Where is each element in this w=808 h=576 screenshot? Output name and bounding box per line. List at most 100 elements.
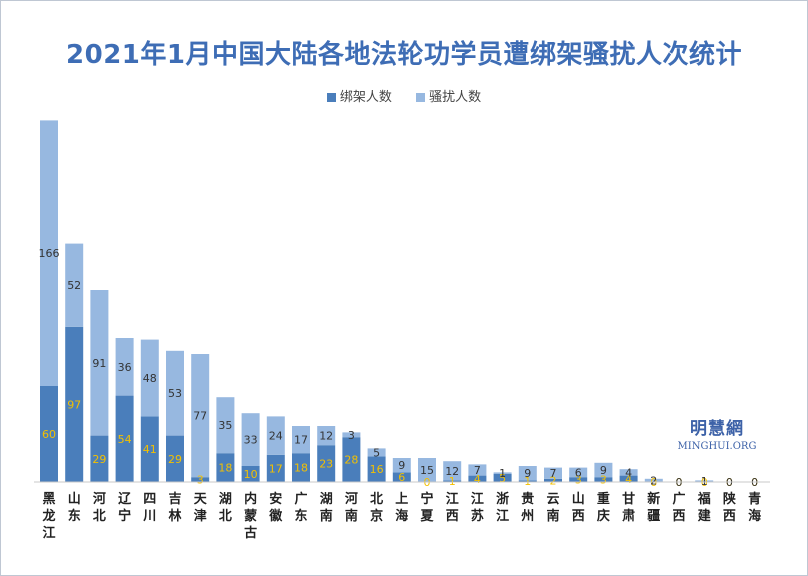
bar-harass-10 — [292, 426, 310, 454]
category-label-27-1: 西 — [723, 509, 736, 524]
bar-kidnap-14 — [392, 472, 411, 482]
bar-harass-20 — [544, 467, 562, 479]
category-label-15-1: 夏 — [419, 509, 434, 524]
bar-kidnap-20 — [544, 478, 562, 482]
label-kidnap-12: 28 — [344, 454, 358, 467]
label-harass-1: 52 — [67, 279, 81, 292]
watermark-en: MINGHUI.ORG — [677, 441, 757, 452]
bar-kidnap-4 — [140, 416, 159, 482]
category-label-21-1: 西 — [572, 509, 585, 524]
category-label-24-1: 疆 — [647, 509, 660, 524]
legend-item-harass: 骚扰人数 — [416, 86, 481, 105]
legend-label-kidnap: 绑架人数 — [339, 90, 392, 105]
label-harass-21: 6 — [575, 466, 582, 479]
category-label-8-1: 蒙 — [244, 508, 257, 524]
bar-kidnap-18 — [493, 474, 512, 482]
label-harass-11: 12 — [319, 430, 333, 443]
label-harass-6: 77 — [193, 410, 207, 423]
category-label-21-0: 山 — [572, 491, 585, 507]
label-kidnap-6: 3 — [197, 474, 204, 487]
bar-kidnap-10 — [292, 453, 310, 482]
legend-item-kidnap: 绑架人数 — [326, 86, 392, 105]
category-label-14-0: 上 — [395, 492, 408, 507]
label-harass-20: 7 — [550, 467, 557, 480]
bar-kidnap-0 — [40, 386, 58, 482]
bar-harass-2 — [90, 290, 109, 436]
bar-kidnap-9 — [266, 454, 285, 482]
bar-harass-18 — [493, 472, 512, 474]
category-label-26-1: 建 — [698, 508, 711, 524]
bar-kidnap-21 — [569, 477, 588, 482]
category-label-19-1: 州 — [520, 509, 534, 524]
category-label-23-1: 肃 — [622, 508, 635, 524]
category-label-9-0: 安 — [269, 491, 282, 507]
label-kidnap-8: 10 — [244, 468, 258, 481]
label-kidnap-9: 17 — [269, 462, 283, 475]
category-label-27-0: 陕 — [723, 491, 737, 507]
category-label-5-0: 吉 — [168, 492, 181, 507]
bar-harass-21 — [569, 467, 588, 478]
label-harass-14: 9 — [398, 459, 405, 472]
bar-harass-13 — [367, 448, 386, 457]
bar-harass-4 — [140, 339, 159, 417]
category-label-7-0: 湖 — [219, 492, 232, 507]
category-label-14-1: 海 — [395, 508, 408, 524]
label-kidnap-13: 16 — [370, 463, 384, 476]
category-label-16-1: 西 — [446, 509, 459, 524]
label-kidnap-20: 2 — [550, 474, 557, 487]
label-harass-17: 7 — [474, 464, 481, 477]
bar-kidnap-23 — [619, 475, 638, 482]
bar-kidnap-8 — [241, 466, 260, 482]
label-harass-19: 9 — [524, 467, 531, 480]
category-label-4-1: 川 — [142, 509, 156, 524]
label-kidnap-4: 41 — [143, 443, 157, 456]
category-label-18-1: 江 — [496, 508, 509, 524]
label-harass-12: 3 — [348, 429, 355, 442]
bar-harass-16 — [443, 461, 462, 481]
bar-kidnap-12 — [342, 437, 361, 482]
label-kidnap-23: 4 — [625, 473, 632, 486]
label-kidnap-17: 4 — [474, 473, 481, 486]
bar-harass-24 — [644, 478, 663, 482]
label-harass-4: 48 — [143, 372, 157, 385]
bar-harass-8 — [241, 413, 260, 466]
category-label-25-1: 西 — [672, 509, 685, 524]
category-label-13-1: 京 — [370, 508, 383, 524]
bar-harass-7 — [216, 397, 235, 454]
category-label-3-1: 宁 — [118, 508, 131, 524]
bar-kidnap-5 — [166, 435, 184, 482]
bar-kidnap-2 — [90, 435, 109, 482]
label-kidnap-14: 6 — [398, 471, 405, 484]
category-label-18-0: 浙 — [496, 491, 509, 507]
bar-harass-1 — [65, 243, 84, 327]
category-label-16-0: 江 — [446, 491, 459, 507]
bar-kidnap-13 — [367, 456, 386, 482]
category-label-2-0: 河 — [93, 491, 106, 507]
legend-swatch-harass — [416, 93, 426, 102]
category-label-22-0: 重 — [597, 491, 610, 507]
category-label-23-0: 甘 — [622, 491, 635, 507]
label-harass-22: 9 — [600, 464, 607, 477]
category-label-0-1: 龙 — [42, 508, 55, 524]
category-label-6-0: 天 — [194, 492, 208, 507]
bar-kidnap-6 — [191, 477, 210, 482]
label-harass-3: 36 — [118, 361, 132, 374]
category-label-4-0: 四 — [143, 492, 156, 507]
bar-harass-22 — [594, 462, 613, 478]
label-kidnap-5: 29 — [168, 453, 182, 466]
bar-kidnap-7 — [216, 453, 235, 482]
legend-swatch-kidnap — [326, 93, 336, 102]
label-kidnap-10: 18 — [294, 462, 308, 475]
category-label-1-1: 东 — [68, 508, 81, 524]
category-label-17-1: 苏 — [471, 508, 484, 524]
category-label-24-0: 新 — [647, 491, 660, 507]
bar-harass-14 — [392, 458, 411, 473]
chart-legend: 绑架人数 骚扰人数 — [0, 86, 808, 105]
category-label-11-1: 南 — [320, 508, 333, 524]
bar-harass-9 — [266, 416, 285, 455]
category-label-11-0: 湖 — [320, 492, 333, 507]
label-kidnap-21: 3 — [575, 474, 582, 487]
category-label-20-0: 云 — [546, 492, 559, 507]
bar-harass-5 — [166, 350, 184, 436]
category-label-15-0: 宁 — [420, 491, 433, 507]
